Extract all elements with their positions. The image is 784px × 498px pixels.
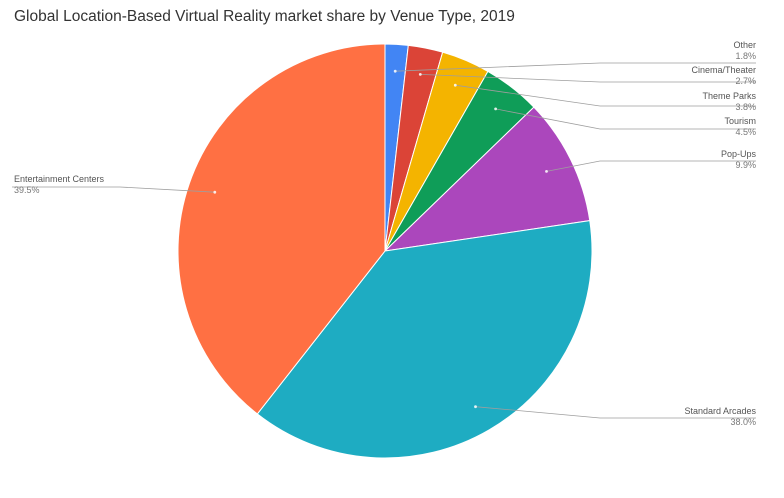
slice-value-other: 1.8% <box>735 51 756 61</box>
slice-value-cinema-theater: 2.7% <box>735 76 756 86</box>
leader-dot-standard-arcades <box>474 405 477 409</box>
leader-line-standard-arcades <box>475 406 756 419</box>
pie-slice-standard-arcades <box>256 220 593 459</box>
slice-value-entertainment-centers: 39.5% <box>14 185 40 195</box>
slice-value-standard-arcades: 38.0% <box>730 417 756 427</box>
leader-line-pop-ups <box>546 160 756 172</box>
slice-label-standard-arcades: Standard Arcades <box>684 406 756 416</box>
slice-value-pop-ups: 9.9% <box>735 160 756 170</box>
leader-dot-pop-ups <box>545 170 548 173</box>
slice-label-tourism: Tourism <box>724 116 756 126</box>
slice-label-theme-parks: Theme Parks <box>702 91 756 101</box>
slice-label-cinema-theater: Cinema/Theater <box>691 65 756 75</box>
leader-dot-other <box>393 69 397 73</box>
slice-label-other: Other <box>733 40 756 50</box>
pie-slice-entertainment-centers <box>177 43 386 415</box>
slice-value-tourism: 4.5% <box>735 127 756 137</box>
leader-line-cinema-theater <box>420 74 756 83</box>
leader-dot-theme-parks <box>453 83 457 87</box>
leader-dot-tourism <box>494 107 497 111</box>
slice-value-theme-parks: 3.8% <box>735 102 756 112</box>
leader-line-theme-parks <box>455 84 756 107</box>
slice-label-pop-ups: Pop-Ups <box>721 149 757 159</box>
leader-line-tourism <box>495 108 756 130</box>
chart-title: Global Location-Based Virtual Reality ma… <box>14 8 515 25</box>
pie-slice-pop-ups <box>383 106 591 252</box>
leader-dot-cinema-theater <box>418 73 422 76</box>
leader-line-entertainment-centers <box>12 186 215 193</box>
leader-dot-entertainment-centers <box>213 190 217 194</box>
leader-line-other <box>395 62 756 72</box>
slice-label-entertainment-centers: Entertainment Centers <box>14 174 105 184</box>
